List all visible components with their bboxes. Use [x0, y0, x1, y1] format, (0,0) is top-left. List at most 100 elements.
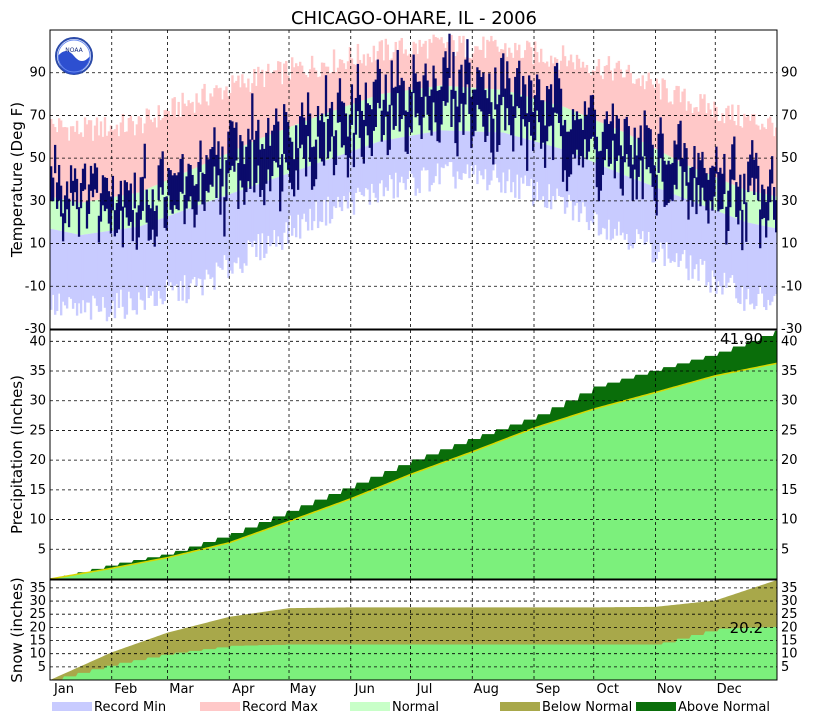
record-min-bar — [591, 161, 595, 224]
record-min-bar — [183, 210, 186, 276]
record-min-bar — [390, 139, 393, 180]
record-max-bar — [249, 91, 252, 144]
observed-temp-bar — [241, 141, 244, 188]
observed-temp-bar — [422, 75, 425, 118]
observed-temp-bar — [520, 96, 523, 146]
record-min-bar — [55, 230, 59, 312]
record-min-bar — [587, 160, 591, 231]
observed-temp-bar — [350, 84, 354, 125]
normal-range-bar — [492, 89, 495, 133]
observed-temp-bar — [689, 167, 692, 201]
record-min-bar — [675, 195, 678, 254]
record-max-bar — [769, 116, 772, 196]
observed-temp-bar — [408, 86, 411, 128]
record-max-bar — [360, 63, 364, 101]
observed-temp-bar — [171, 175, 174, 214]
record-max-bar — [599, 75, 603, 123]
normal-range-bar — [749, 191, 752, 224]
temp-tick-right: 10 — [781, 237, 798, 252]
observed-temp-bar — [412, 54, 415, 94]
record-min-bar — [711, 209, 714, 271]
record-min-bar — [99, 232, 103, 312]
record-min-bar — [643, 182, 646, 245]
observed-temp-bar — [336, 92, 340, 123]
record-max-bar — [167, 111, 170, 180]
record-max-bar — [711, 117, 714, 176]
temp-tick-left: -30 — [25, 322, 46, 337]
observed-temp-bar — [285, 112, 288, 163]
record-min-bar — [691, 201, 694, 279]
observed-temp-bar — [539, 100, 543, 149]
record-max-bar — [681, 91, 684, 163]
record-max-bar — [291, 57, 294, 127]
record-max-bar — [334, 71, 338, 110]
observed-temp-bar — [484, 90, 487, 143]
record-min-bar — [470, 131, 473, 166]
record-min-bar — [51, 229, 55, 295]
observed-temp-bar — [239, 135, 242, 181]
temperature-axis-label: Temperature (Deg F) — [8, 102, 26, 258]
snow-tick-right: 25 — [781, 607, 798, 622]
record-max-bar — [617, 60, 621, 130]
record-max-bar — [434, 36, 437, 87]
record-min-bar — [336, 156, 340, 197]
record-max-bar — [348, 47, 352, 105]
record-min-bar — [535, 142, 539, 182]
record-max-bar — [691, 113, 694, 168]
snow-tick-right: 10 — [781, 647, 798, 662]
record-min-bar — [633, 179, 636, 244]
normal-range-bar — [93, 200, 97, 234]
record-max-bar — [149, 119, 152, 188]
month-tick-label: May — [290, 682, 317, 697]
observed-temp-bar — [103, 177, 107, 212]
observed-temp-bar — [79, 183, 83, 209]
observed-temp-bar — [713, 166, 716, 197]
observed-temp-bar — [55, 182, 59, 209]
observed-temp-bar — [731, 144, 734, 180]
observed-temp-bar — [231, 121, 234, 166]
observed-temp-bar — [197, 161, 200, 202]
record-max-bar — [175, 117, 178, 177]
observed-temp-bar — [703, 167, 706, 201]
record-max-bar — [173, 97, 176, 178]
record-max-bar — [239, 87, 242, 148]
record-min-bar — [306, 166, 310, 231]
observed-temp-bar — [57, 164, 61, 201]
record-min-bar — [615, 171, 619, 236]
record-max-bar — [358, 59, 362, 102]
record-min-bar — [763, 225, 766, 308]
observed-temp-bar — [175, 175, 178, 210]
normal-range-bar — [338, 108, 342, 156]
record-max-bar — [127, 117, 131, 195]
record-min-bar — [61, 231, 65, 302]
record-max-bar — [233, 82, 236, 151]
record-max-bar — [573, 69, 577, 112]
record-min-bar — [747, 222, 750, 289]
record-min-bar — [685, 199, 688, 269]
normal-range-bar — [296, 123, 300, 171]
observed-temp-bar — [326, 118, 330, 159]
observed-temp-bar — [444, 51, 447, 106]
record-max-bar — [255, 85, 258, 141]
snow-total-annotation: 20.2 — [730, 619, 763, 637]
normal-range-bar — [312, 117, 316, 165]
record-max-bar — [512, 57, 515, 93]
record-min-bar — [269, 179, 272, 247]
record-max-bar — [223, 90, 226, 155]
record-min-bar — [522, 138, 525, 184]
record-max-bar — [374, 60, 378, 96]
legend-record-max-swatch — [200, 702, 240, 711]
record-min-bar — [651, 186, 654, 263]
precipitation-panel: 5 5 10 10 15 15 20 20 25 25 30 30 35 35 40 40 Precipitat… — [8, 329, 798, 580]
observed-temp-bar — [488, 73, 491, 115]
record-min-bar — [432, 131, 435, 183]
record-max-bar — [310, 55, 314, 119]
record-min-bar — [541, 143, 545, 197]
observed-temp-bar — [97, 215, 101, 243]
record-max-bar — [446, 41, 449, 86]
legend-record-max-label: Record Max — [242, 700, 318, 715]
observed-temp-bar — [432, 65, 435, 103]
record-min-bar — [338, 155, 342, 208]
record-min-bar — [115, 229, 119, 294]
normal-range-bar — [733, 185, 736, 218]
